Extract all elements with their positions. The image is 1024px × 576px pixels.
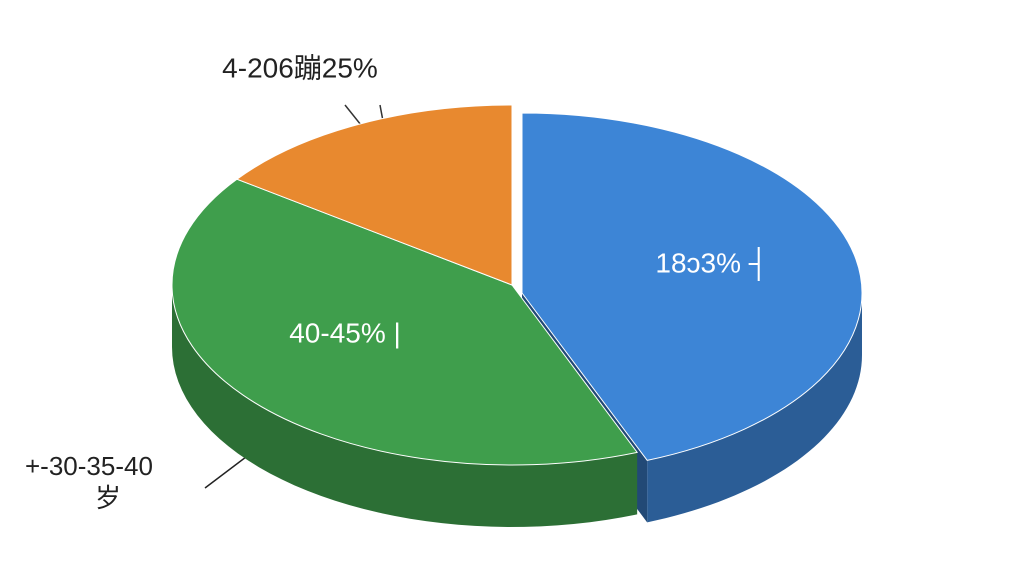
slice [235, 104, 513, 286]
annotation: +-30-35-40 [25, 451, 153, 481]
slice [521, 112, 863, 461]
slice-label: 40-45% | [289, 317, 401, 348]
slice-side [172, 285, 638, 527]
annotation: 岁 [95, 483, 121, 513]
slice-label: 4-206蹦25% [222, 52, 378, 83]
slice-label: 18ɔ3% ┤ [655, 246, 768, 281]
slice [171, 178, 639, 466]
slice-side [647, 293, 862, 523]
